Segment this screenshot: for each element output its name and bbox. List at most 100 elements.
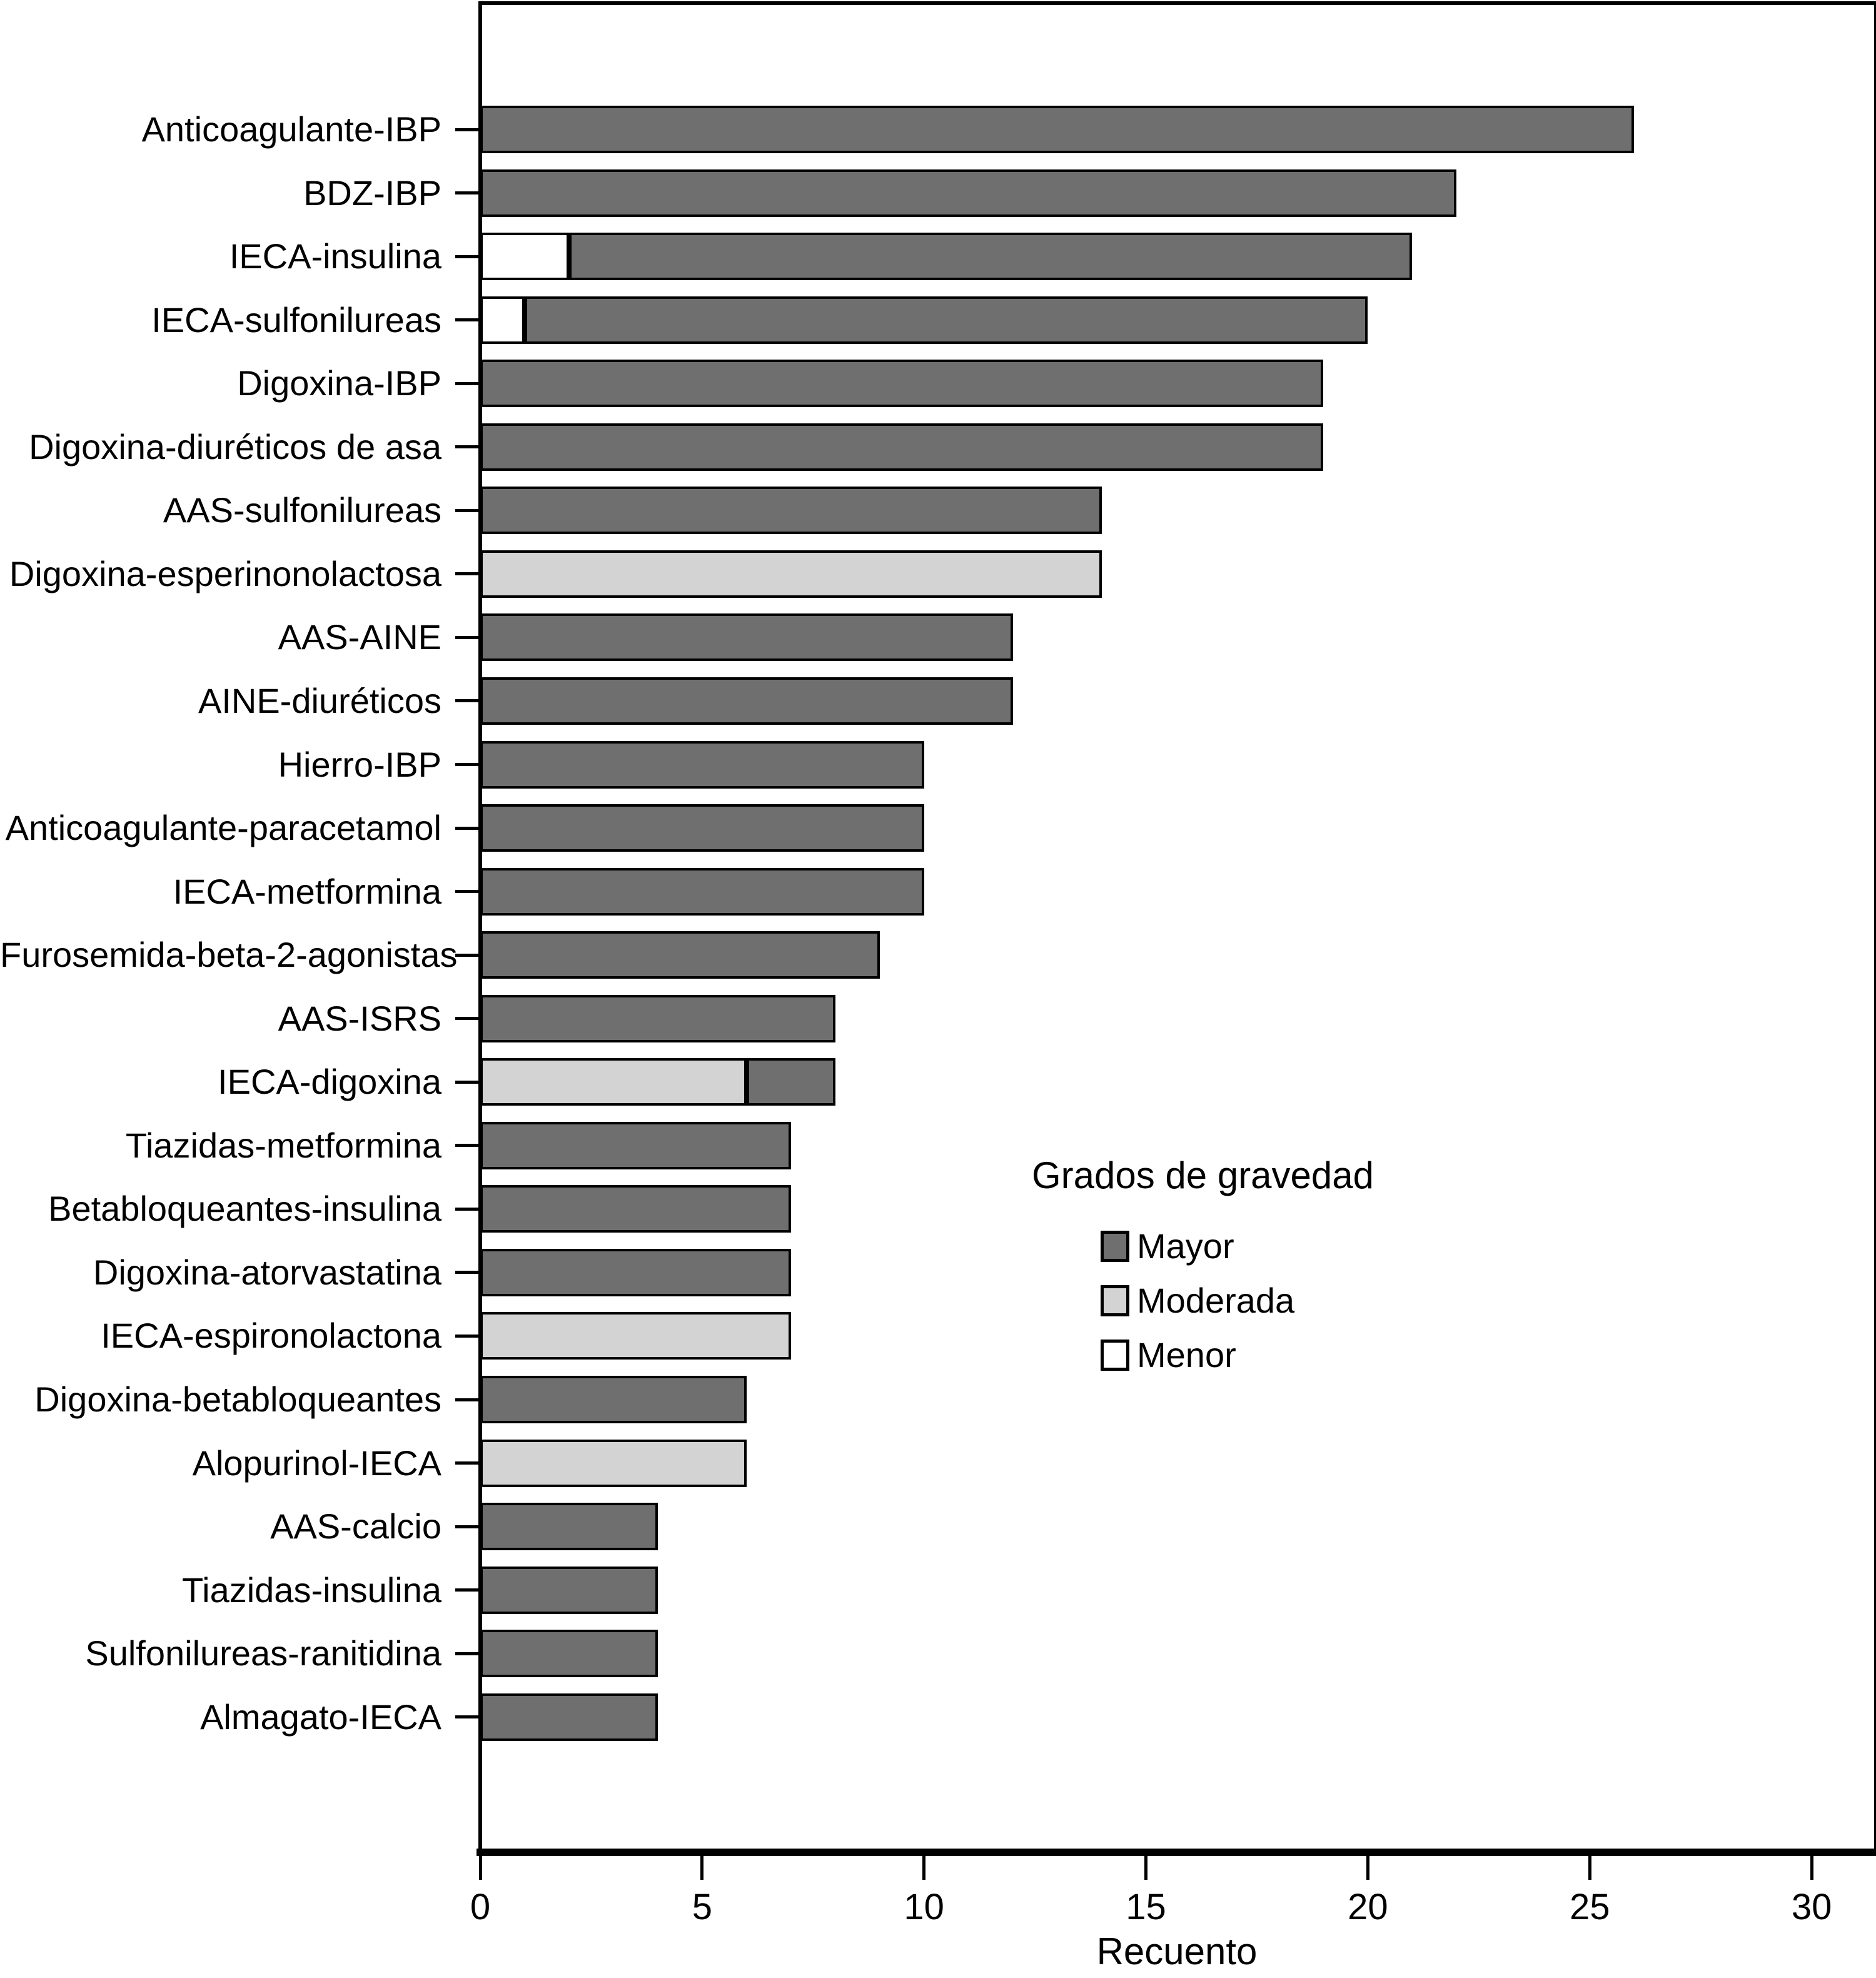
bar-segment-mayor bbox=[524, 296, 1368, 344]
x-tick-label: 20 bbox=[1348, 1887, 1388, 1927]
bar-segment-mayor bbox=[480, 1630, 658, 1678]
bar-segment-mayor bbox=[480, 1566, 658, 1614]
legend-label-mayor: Mayor bbox=[1137, 1226, 1234, 1266]
y-tick bbox=[455, 572, 480, 576]
y-tick bbox=[455, 508, 480, 512]
bar-segment-mayor bbox=[480, 1121, 791, 1169]
bar-segment-mayor bbox=[480, 1248, 791, 1296]
y-tick bbox=[455, 318, 480, 322]
bar-segment-mayor bbox=[480, 994, 835, 1042]
y-tick bbox=[455, 1715, 480, 1719]
y-tick bbox=[455, 1398, 480, 1401]
x-tick bbox=[478, 1856, 482, 1880]
y-tick bbox=[455, 763, 480, 766]
bar-segment-mayor bbox=[480, 867, 924, 916]
category-label: AAS-calcio bbox=[270, 1506, 441, 1547]
category-label: Digoxina-diuréticos de asa bbox=[29, 426, 441, 467]
category-label: BDZ-IBP bbox=[303, 173, 441, 213]
category-label: Sulfonilureas-ranitidina bbox=[85, 1633, 441, 1673]
x-tick bbox=[922, 1856, 926, 1880]
legend-swatch-menor bbox=[1101, 1340, 1129, 1371]
bar-segment-menor bbox=[480, 296, 525, 344]
x-axis-line bbox=[477, 1849, 1876, 1856]
category-label: Anticoagulante-paracetamol bbox=[5, 808, 441, 848]
x-tick-label: 5 bbox=[692, 1887, 712, 1927]
y-tick bbox=[455, 635, 480, 639]
bar-segment-mayor bbox=[480, 740, 924, 789]
x-tick-label: 30 bbox=[1791, 1887, 1832, 1927]
category-label: Tiazidas-metformina bbox=[125, 1125, 441, 1165]
y-tick bbox=[455, 953, 480, 957]
bar-segment-mayor bbox=[480, 1185, 791, 1233]
y-tick bbox=[455, 445, 480, 449]
y-tick bbox=[455, 1207, 480, 1211]
category-label: IECA-metformina bbox=[173, 871, 441, 911]
y-tick bbox=[455, 1017, 480, 1021]
legend-swatch-mayor bbox=[1101, 1231, 1129, 1262]
y-tick bbox=[455, 826, 480, 830]
bar-segment-moderada bbox=[480, 1058, 747, 1106]
bar-segment-moderada bbox=[480, 1439, 747, 1487]
legend-label-moderada: Moderada bbox=[1137, 1281, 1295, 1320]
y-tick bbox=[455, 191, 480, 195]
category-label: AAS-AINE bbox=[278, 617, 441, 657]
x-tick-label: 25 bbox=[1569, 1887, 1610, 1927]
bar-segment-mayor bbox=[568, 233, 1413, 281]
bar-segment-mayor bbox=[480, 1693, 658, 1741]
bar-segment-mayor bbox=[480, 360, 1324, 408]
bar-segment-menor bbox=[480, 233, 569, 281]
category-label: IECA-espironolactona bbox=[101, 1316, 441, 1356]
y-tick bbox=[455, 699, 480, 703]
bar-segment-moderada bbox=[480, 1312, 791, 1360]
x-tick bbox=[1366, 1856, 1369, 1880]
category-label: Betabloqueantes-insulina bbox=[48, 1189, 441, 1229]
legend-swatch-moderada bbox=[1101, 1285, 1129, 1316]
category-label: IECA-digoxina bbox=[218, 1062, 441, 1102]
x-tick-label: 10 bbox=[904, 1887, 944, 1927]
legend-item-moderada: Moderada bbox=[1101, 1281, 1294, 1320]
y-tick bbox=[455, 1652, 480, 1655]
category-label: Hierro-IBP bbox=[278, 744, 441, 784]
x-tick bbox=[1144, 1856, 1148, 1880]
bar-segment-mayor bbox=[480, 804, 924, 852]
category-label: Digoxina-IBP bbox=[237, 363, 441, 403]
legend-item-mayor: Mayor bbox=[1101, 1227, 1234, 1266]
bar-segment-mayor bbox=[480, 1503, 658, 1551]
legend-item-menor: Menor bbox=[1101, 1336, 1236, 1375]
bar-segment-mayor bbox=[480, 106, 1635, 153]
y-tick bbox=[455, 1080, 480, 1084]
y-tick bbox=[455, 1144, 480, 1148]
bar-segment-mayor bbox=[480, 423, 1324, 471]
x-tick-label: 15 bbox=[1126, 1887, 1166, 1927]
x-tick bbox=[700, 1856, 704, 1880]
bar-segment-mayor bbox=[480, 169, 1457, 217]
x-tick bbox=[1810, 1856, 1813, 1880]
bar-segment-mayor bbox=[480, 931, 880, 979]
legend-label-menor: Menor bbox=[1137, 1335, 1236, 1375]
y-tick bbox=[455, 255, 480, 258]
y-tick bbox=[455, 128, 480, 131]
bar-segment-mayor bbox=[480, 1376, 747, 1423]
x-axis-title: Recuento bbox=[1096, 1930, 1258, 1972]
category-label: Digoxina-esperinonolactosa bbox=[9, 553, 441, 593]
category-label: Alopurinol-IECA bbox=[192, 1443, 441, 1483]
category-label: IECA-insulina bbox=[229, 236, 441, 276]
legend-title: Grados de gravedad bbox=[1032, 1154, 1374, 1196]
y-tick bbox=[455, 890, 480, 894]
y-tick bbox=[455, 1271, 480, 1274]
category-label: AAS-sulfonilureas bbox=[163, 490, 441, 530]
bar-segment-mayor bbox=[480, 677, 1013, 725]
category-label: Digoxina-betabloqueantes bbox=[34, 1380, 441, 1419]
bar-segment-mayor bbox=[746, 1058, 835, 1106]
legend: Grados de gravedad Mayor Moderada Menor bbox=[1026, 1151, 1463, 1388]
category-label: IECA-sulfonilureas bbox=[151, 300, 441, 340]
y-tick bbox=[455, 1461, 480, 1465]
y-tick bbox=[455, 1334, 480, 1338]
category-label: Digoxina-atorvastatina bbox=[93, 1252, 441, 1292]
bar-segment-moderada bbox=[480, 550, 1102, 598]
category-label: Furosemida-beta-2-agonistas bbox=[0, 935, 458, 975]
x-tick-label: 0 bbox=[470, 1887, 491, 1927]
category-label: Anticoagulante-IBP bbox=[141, 109, 441, 149]
x-tick bbox=[1588, 1856, 1591, 1880]
